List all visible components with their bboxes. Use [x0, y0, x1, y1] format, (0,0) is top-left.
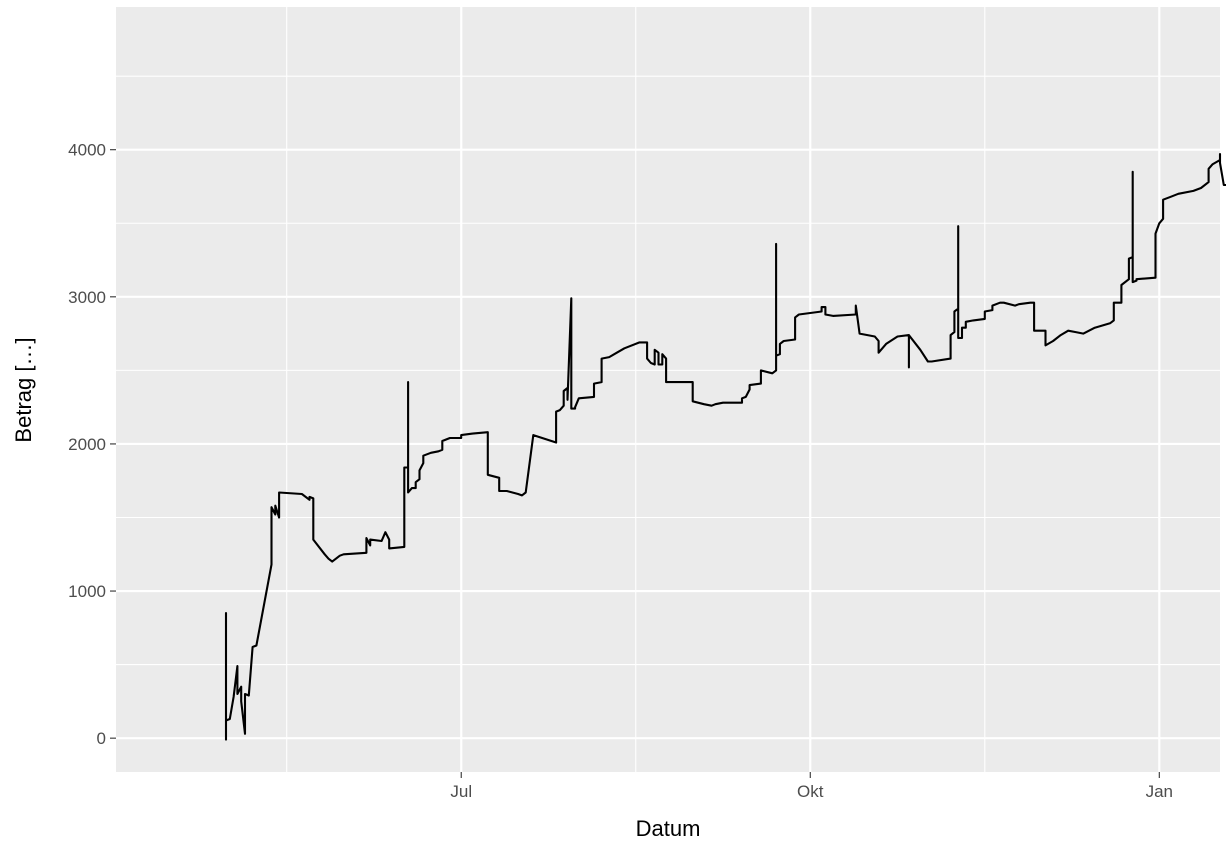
series-line [224, 153, 1226, 741]
x-tick-label: Jul [450, 782, 472, 801]
y-tick-label: 1000 [68, 582, 106, 601]
y-axis-title: Betrag […] [11, 337, 36, 442]
y-tick-label: 3000 [68, 288, 106, 307]
x-tick-label: Okt [797, 782, 824, 801]
x-axis: Jul Okt Jan [450, 772, 1173, 801]
grid-major [116, 7, 1220, 772]
x-axis-title: Datum [636, 816, 701, 841]
y-tick-label: 2000 [68, 435, 106, 454]
x-tick-label: Jan [1146, 782, 1173, 801]
grid-minor [116, 7, 1220, 772]
plot-background [116, 7, 1220, 772]
y-tick-label: 4000 [68, 141, 106, 160]
y-tick-label: 0 [97, 729, 106, 748]
y-axis: 0 1000 2000 3000 4000 [68, 141, 116, 748]
